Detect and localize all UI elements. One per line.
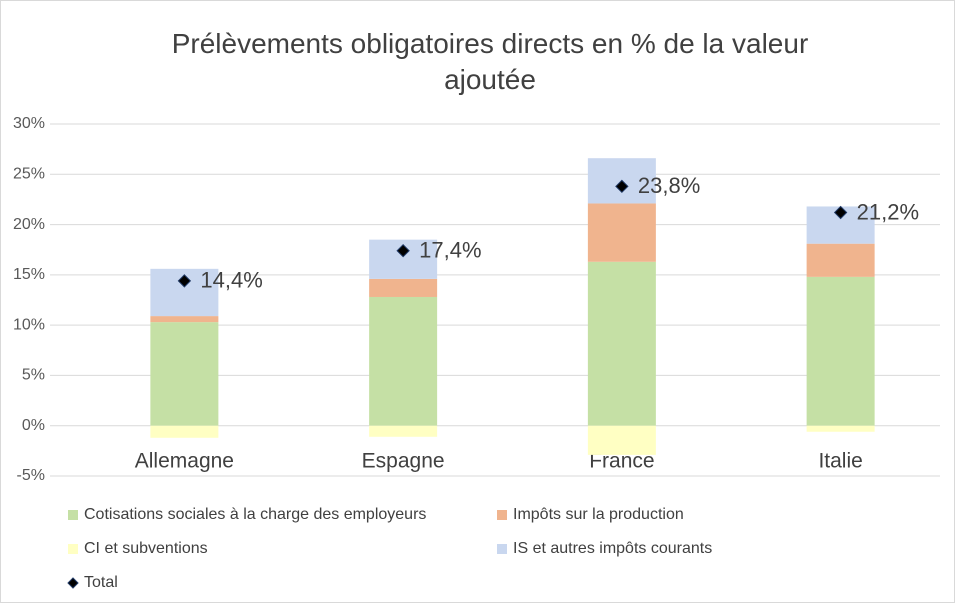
y-tick-label: 25%	[13, 166, 45, 183]
legend-label: Total	[84, 574, 118, 591]
data-label: 21,2%	[857, 199, 919, 224]
x-tick-label: Espagne	[362, 450, 445, 473]
legend-swatch	[497, 510, 507, 520]
bar-segment	[150, 316, 219, 323]
total-marker	[615, 179, 629, 194]
legend-marker	[67, 577, 79, 589]
data-label: 23,8%	[638, 173, 700, 198]
data-label: 14,4%	[200, 268, 262, 293]
bar-segment	[150, 425, 219, 438]
bar-segment	[150, 322, 219, 426]
y-tick-label: -5%	[17, 467, 45, 484]
bar-segment	[587, 425, 656, 455]
legend-label: Impôts sur la production	[513, 506, 684, 523]
y-tick-label: 5%	[22, 367, 45, 384]
bar-segment	[369, 425, 438, 437]
bar-segment	[806, 243, 875, 277]
y-tick-label: 30%	[13, 115, 45, 132]
bar-segment	[806, 276, 875, 426]
legend-swatch	[497, 544, 507, 554]
y-tick-label: 15%	[13, 266, 45, 283]
legend-label: Cotisations sociales à la charge des emp…	[84, 506, 426, 523]
bar-segment	[806, 425, 875, 432]
bar-segment	[587, 203, 656, 262]
y-tick-label: 20%	[13, 216, 45, 233]
bar-segment	[587, 261, 656, 426]
x-tick-label: Allemagne	[135, 450, 234, 473]
y-tick-label: 10%	[13, 316, 45, 333]
chart-title: Prélèvements obligatoires directs en % d…	[172, 28, 809, 95]
total-marker	[833, 205, 848, 220]
y-tick-label: 0%	[22, 417, 45, 434]
x-tick-label: Italie	[818, 450, 862, 473]
data-label: 17,4%	[419, 238, 481, 263]
legend-swatch	[68, 510, 78, 520]
legend-swatch	[68, 544, 78, 554]
legend-label: IS et autres impôts courants	[513, 540, 712, 557]
total-marker	[177, 274, 192, 288]
bar-segment	[369, 296, 438, 426]
total-marker	[396, 244, 410, 258]
x-tick-label: France	[589, 450, 654, 473]
bar-segment	[369, 278, 438, 297]
legend-label: CI et subventions	[84, 540, 208, 557]
